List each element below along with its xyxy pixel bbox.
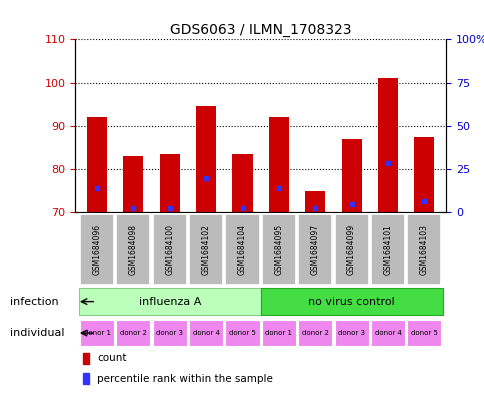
Text: GSM1684096: GSM1684096 xyxy=(92,224,101,275)
FancyBboxPatch shape xyxy=(152,320,186,346)
FancyBboxPatch shape xyxy=(407,214,440,285)
Bar xyxy=(304,191,325,212)
FancyBboxPatch shape xyxy=(370,320,404,346)
Text: GSM1684104: GSM1684104 xyxy=(238,224,246,275)
FancyBboxPatch shape xyxy=(80,320,114,346)
Bar xyxy=(232,154,252,212)
Text: GSM1684098: GSM1684098 xyxy=(129,224,137,275)
Text: donor 1: donor 1 xyxy=(265,330,292,336)
FancyBboxPatch shape xyxy=(261,320,295,346)
Text: no virus control: no virus control xyxy=(308,297,394,307)
FancyBboxPatch shape xyxy=(298,214,332,285)
Bar xyxy=(413,136,434,212)
Text: donor 3: donor 3 xyxy=(337,330,364,336)
Text: donor 5: donor 5 xyxy=(228,330,256,336)
FancyBboxPatch shape xyxy=(225,214,259,285)
FancyBboxPatch shape xyxy=(334,320,368,346)
Bar xyxy=(268,117,288,212)
FancyBboxPatch shape xyxy=(407,320,440,346)
FancyBboxPatch shape xyxy=(261,214,295,285)
Bar xyxy=(82,353,89,364)
Bar xyxy=(377,78,397,212)
Text: GSM1684095: GSM1684095 xyxy=(274,224,283,275)
Text: donor 4: donor 4 xyxy=(192,330,219,336)
Bar xyxy=(159,154,180,212)
Text: individual: individual xyxy=(10,328,64,338)
Text: GSM1684099: GSM1684099 xyxy=(347,224,355,275)
Bar xyxy=(341,139,361,212)
Bar xyxy=(196,106,216,212)
Bar xyxy=(87,117,107,212)
FancyBboxPatch shape xyxy=(225,320,259,346)
Text: influenza A: influenza A xyxy=(138,297,200,307)
FancyBboxPatch shape xyxy=(260,288,441,315)
Text: GSM1684101: GSM1684101 xyxy=(383,224,392,275)
Text: donor 4: donor 4 xyxy=(374,330,401,336)
Text: donor 1: donor 1 xyxy=(83,330,110,336)
Text: count: count xyxy=(97,353,127,363)
Text: donor 2: donor 2 xyxy=(301,330,328,336)
Text: GSM1684103: GSM1684103 xyxy=(419,224,428,275)
Bar xyxy=(123,156,143,212)
Text: GSM1684100: GSM1684100 xyxy=(165,224,174,275)
Text: donor 2: donor 2 xyxy=(120,330,147,336)
Text: percentile rank within the sample: percentile rank within the sample xyxy=(97,374,273,384)
Title: GDS6063 / ILMN_1708323: GDS6063 / ILMN_1708323 xyxy=(169,23,351,37)
FancyBboxPatch shape xyxy=(298,320,332,346)
FancyBboxPatch shape xyxy=(189,320,223,346)
FancyBboxPatch shape xyxy=(80,214,114,285)
FancyBboxPatch shape xyxy=(78,288,260,315)
FancyBboxPatch shape xyxy=(334,214,368,285)
Bar xyxy=(82,373,89,384)
Text: GSM1684097: GSM1684097 xyxy=(310,224,319,275)
FancyBboxPatch shape xyxy=(116,320,150,346)
FancyBboxPatch shape xyxy=(370,214,404,285)
Text: GSM1684102: GSM1684102 xyxy=(201,224,210,275)
Text: donor 5: donor 5 xyxy=(410,330,437,336)
Text: infection: infection xyxy=(10,297,58,307)
Text: donor 3: donor 3 xyxy=(156,330,183,336)
FancyBboxPatch shape xyxy=(116,214,150,285)
FancyBboxPatch shape xyxy=(152,214,186,285)
FancyBboxPatch shape xyxy=(189,214,223,285)
